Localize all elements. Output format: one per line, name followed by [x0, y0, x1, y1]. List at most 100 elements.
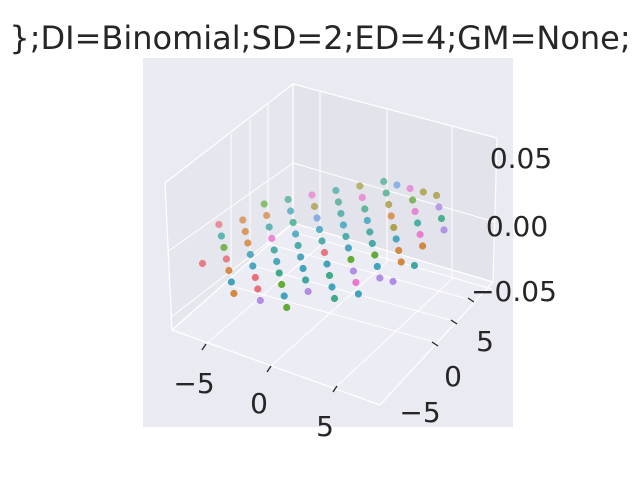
data-point: [246, 250, 254, 259]
data-point: [280, 292, 288, 300]
y-tick-mark: [450, 319, 458, 325]
data-point: [330, 294, 339, 303]
data-point: [323, 260, 331, 268]
data-point: [411, 207, 419, 216]
data-point: [294, 241, 302, 250]
data-point: [313, 214, 321, 222]
data-points: [198, 177, 448, 312]
data-point: [366, 228, 374, 236]
data-point: [416, 230, 424, 239]
data-point: [397, 258, 405, 266]
data-point: [304, 287, 312, 296]
data-point: [244, 239, 252, 247]
data-point: [275, 269, 283, 277]
data-point: [270, 246, 278, 254]
floor-grid-line: [270, 261, 388, 367]
data-point: [385, 200, 393, 209]
data-point: [342, 232, 350, 241]
data-point: [332, 186, 340, 195]
z-tick-label: 0.00: [486, 210, 548, 243]
data-point: [419, 242, 427, 250]
data-point: [337, 209, 345, 218]
data-point: [406, 184, 414, 193]
left-grid-line: [166, 162, 294, 253]
data-point: [392, 235, 400, 243]
data-point: [273, 257, 281, 266]
data-point: [283, 303, 291, 312]
data-point: [380, 177, 388, 186]
grid-lines: [166, 91, 496, 387]
data-point: [390, 223, 398, 232]
data-point: [334, 198, 342, 206]
data-point: [435, 203, 443, 211]
data-point: [358, 193, 366, 202]
x-tick-label: 0: [250, 387, 268, 420]
data-point: [217, 232, 225, 240]
data-point: [222, 255, 230, 263]
data-point: [419, 188, 427, 196]
data-point: [220, 243, 228, 252]
data-point: [382, 189, 390, 197]
data-point: [302, 276, 310, 284]
floor-grid-line: [267, 243, 469, 300]
data-point: [432, 191, 441, 200]
data-point: [440, 226, 448, 234]
data-point: [297, 253, 305, 261]
data-point: [339, 221, 347, 229]
data-point: [344, 244, 352, 252]
y-tick-label: 5: [476, 325, 494, 358]
y-tick-mark: [431, 341, 439, 347]
floor-grid-line: [249, 264, 451, 321]
data-point: [347, 255, 355, 264]
data-point: [292, 230, 300, 238]
data-point: [278, 280, 286, 289]
chart-title: };DI=Binomial;SD=2;ED=4;GM=None;: [9, 19, 630, 57]
data-point: [225, 266, 233, 275]
data-point: [352, 278, 360, 287]
z-tick-label: −0.05: [471, 275, 557, 308]
data-point: [308, 191, 316, 199]
x-tick-mark: [266, 365, 272, 373]
data-point: [361, 205, 369, 213]
data-point: [260, 200, 268, 208]
data-point: [387, 212, 395, 220]
data-point: [227, 278, 235, 286]
data-point: [325, 271, 334, 280]
data-point: [249, 262, 257, 270]
data-point: [373, 262, 381, 271]
data-point: [318, 237, 326, 245]
data-point: [349, 267, 357, 275]
data-point: [215, 220, 223, 229]
data-point: [371, 251, 379, 259]
y-tick-mark: [467, 297, 475, 303]
data-point: [289, 218, 297, 227]
data-point: [230, 289, 238, 298]
data-point: [241, 227, 249, 236]
x-tick-mark: [201, 343, 207, 351]
data-point: [239, 216, 247, 224]
data-point: [414, 219, 422, 227]
data-point: [263, 211, 271, 220]
y-tick-label: 0: [444, 360, 462, 393]
data-point: [287, 207, 295, 215]
x-tick-mark: [332, 385, 338, 393]
data-point: [310, 202, 319, 211]
data-point: [320, 248, 329, 257]
data-point: [299, 264, 307, 273]
data-point: [376, 274, 384, 282]
x-tick-label: −5: [173, 367, 214, 400]
data-point: [395, 246, 403, 255]
floor-grid-line: [336, 278, 453, 387]
back-grid-line: [292, 231, 493, 290]
data-point: [409, 196, 417, 204]
tick-marks: [201, 297, 475, 393]
data-point: [265, 223, 273, 231]
data-point: [389, 277, 397, 286]
z-tick-label: 0.05: [490, 142, 552, 175]
data-point: [284, 195, 292, 204]
data-point: [437, 214, 446, 223]
data-point: [328, 283, 336, 291]
data-point: [368, 239, 376, 248]
data-point: [254, 285, 262, 293]
